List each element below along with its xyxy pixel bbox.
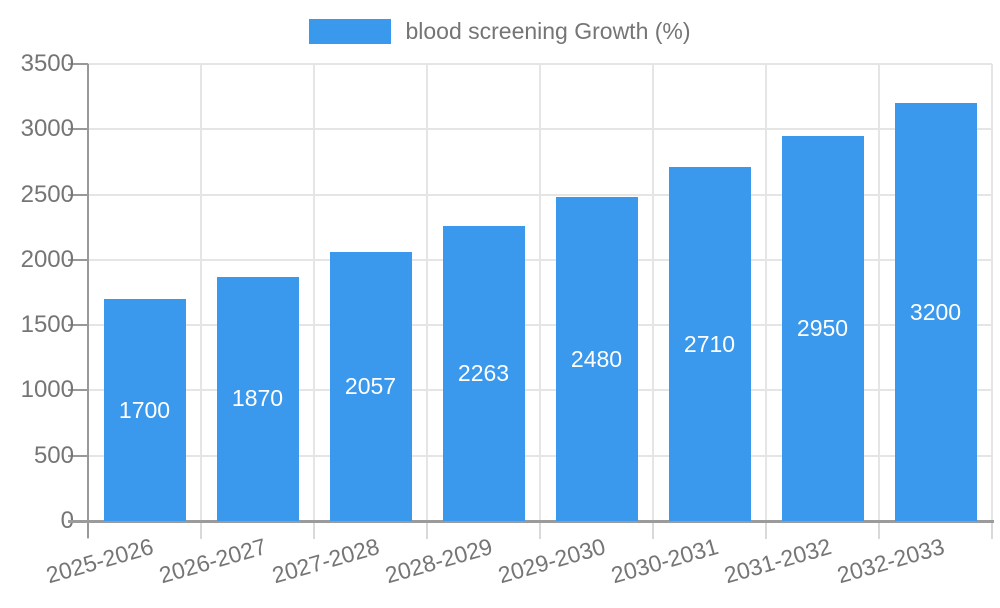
gridline [313, 64, 315, 521]
bar: 3200 [894, 103, 977, 521]
gridline [539, 64, 541, 521]
bar: 2710 [668, 167, 751, 521]
bar-value-label: 3200 [909, 298, 962, 325]
bar-value-label: 2480 [570, 345, 623, 372]
x-axis-tick [313, 521, 315, 539]
y-axis-tick [68, 193, 88, 196]
x-axis-tick [991, 521, 993, 539]
bar: 1870 [216, 276, 299, 521]
y-axis-tick [68, 389, 88, 392]
legend-swatch [309, 18, 392, 44]
y-tick-label: 1500 [20, 311, 74, 339]
y-axis-tick [68, 63, 88, 65]
y-axis-line [87, 64, 89, 538]
bar-value-label: 2950 [796, 314, 849, 341]
y-axis-tick [68, 258, 88, 261]
y-axis-tick [68, 128, 88, 131]
bar-value-label: 2263 [457, 359, 510, 386]
bar: 2950 [781, 135, 864, 521]
gridline [878, 64, 880, 521]
x-axis-tick [426, 521, 428, 539]
gridline [991, 64, 993, 521]
bar: 2480 [555, 197, 638, 521]
x-axis-tick [878, 521, 880, 539]
chart-legend: blood screening Growth (%) [0, 17, 1000, 45]
bar-value-label: 2057 [344, 373, 397, 400]
bar-value-label: 2710 [683, 330, 736, 357]
gridline [426, 64, 428, 521]
bar-value-label: 1870 [231, 385, 284, 412]
y-axis-tick [68, 324, 88, 327]
legend-label: blood screening Growth (%) [405, 18, 691, 44]
y-tick-label: 2500 [20, 180, 74, 208]
y-tick-label: 3500 [20, 50, 74, 77]
x-axis-tick [200, 521, 202, 539]
y-axis-tick [68, 454, 88, 457]
y-tick-label: 500 [33, 441, 74, 469]
gridline [765, 64, 767, 521]
bar: 1700 [103, 299, 186, 521]
x-axis-line [68, 520, 994, 523]
x-axis-tick [765, 521, 767, 539]
bar: 2057 [329, 252, 412, 521]
x-axis-tick [652, 521, 654, 539]
bar-value-label: 1700 [118, 396, 171, 423]
bar: 2263 [442, 225, 525, 521]
y-tick-label: 1000 [20, 376, 74, 404]
y-tick-label: 3000 [20, 115, 74, 143]
y-tick-label: 2000 [20, 245, 74, 273]
y-tick-label: 0 [0, 506, 74, 536]
gridline [652, 64, 654, 521]
x-axis-tick [539, 521, 541, 539]
gridline [200, 64, 202, 521]
